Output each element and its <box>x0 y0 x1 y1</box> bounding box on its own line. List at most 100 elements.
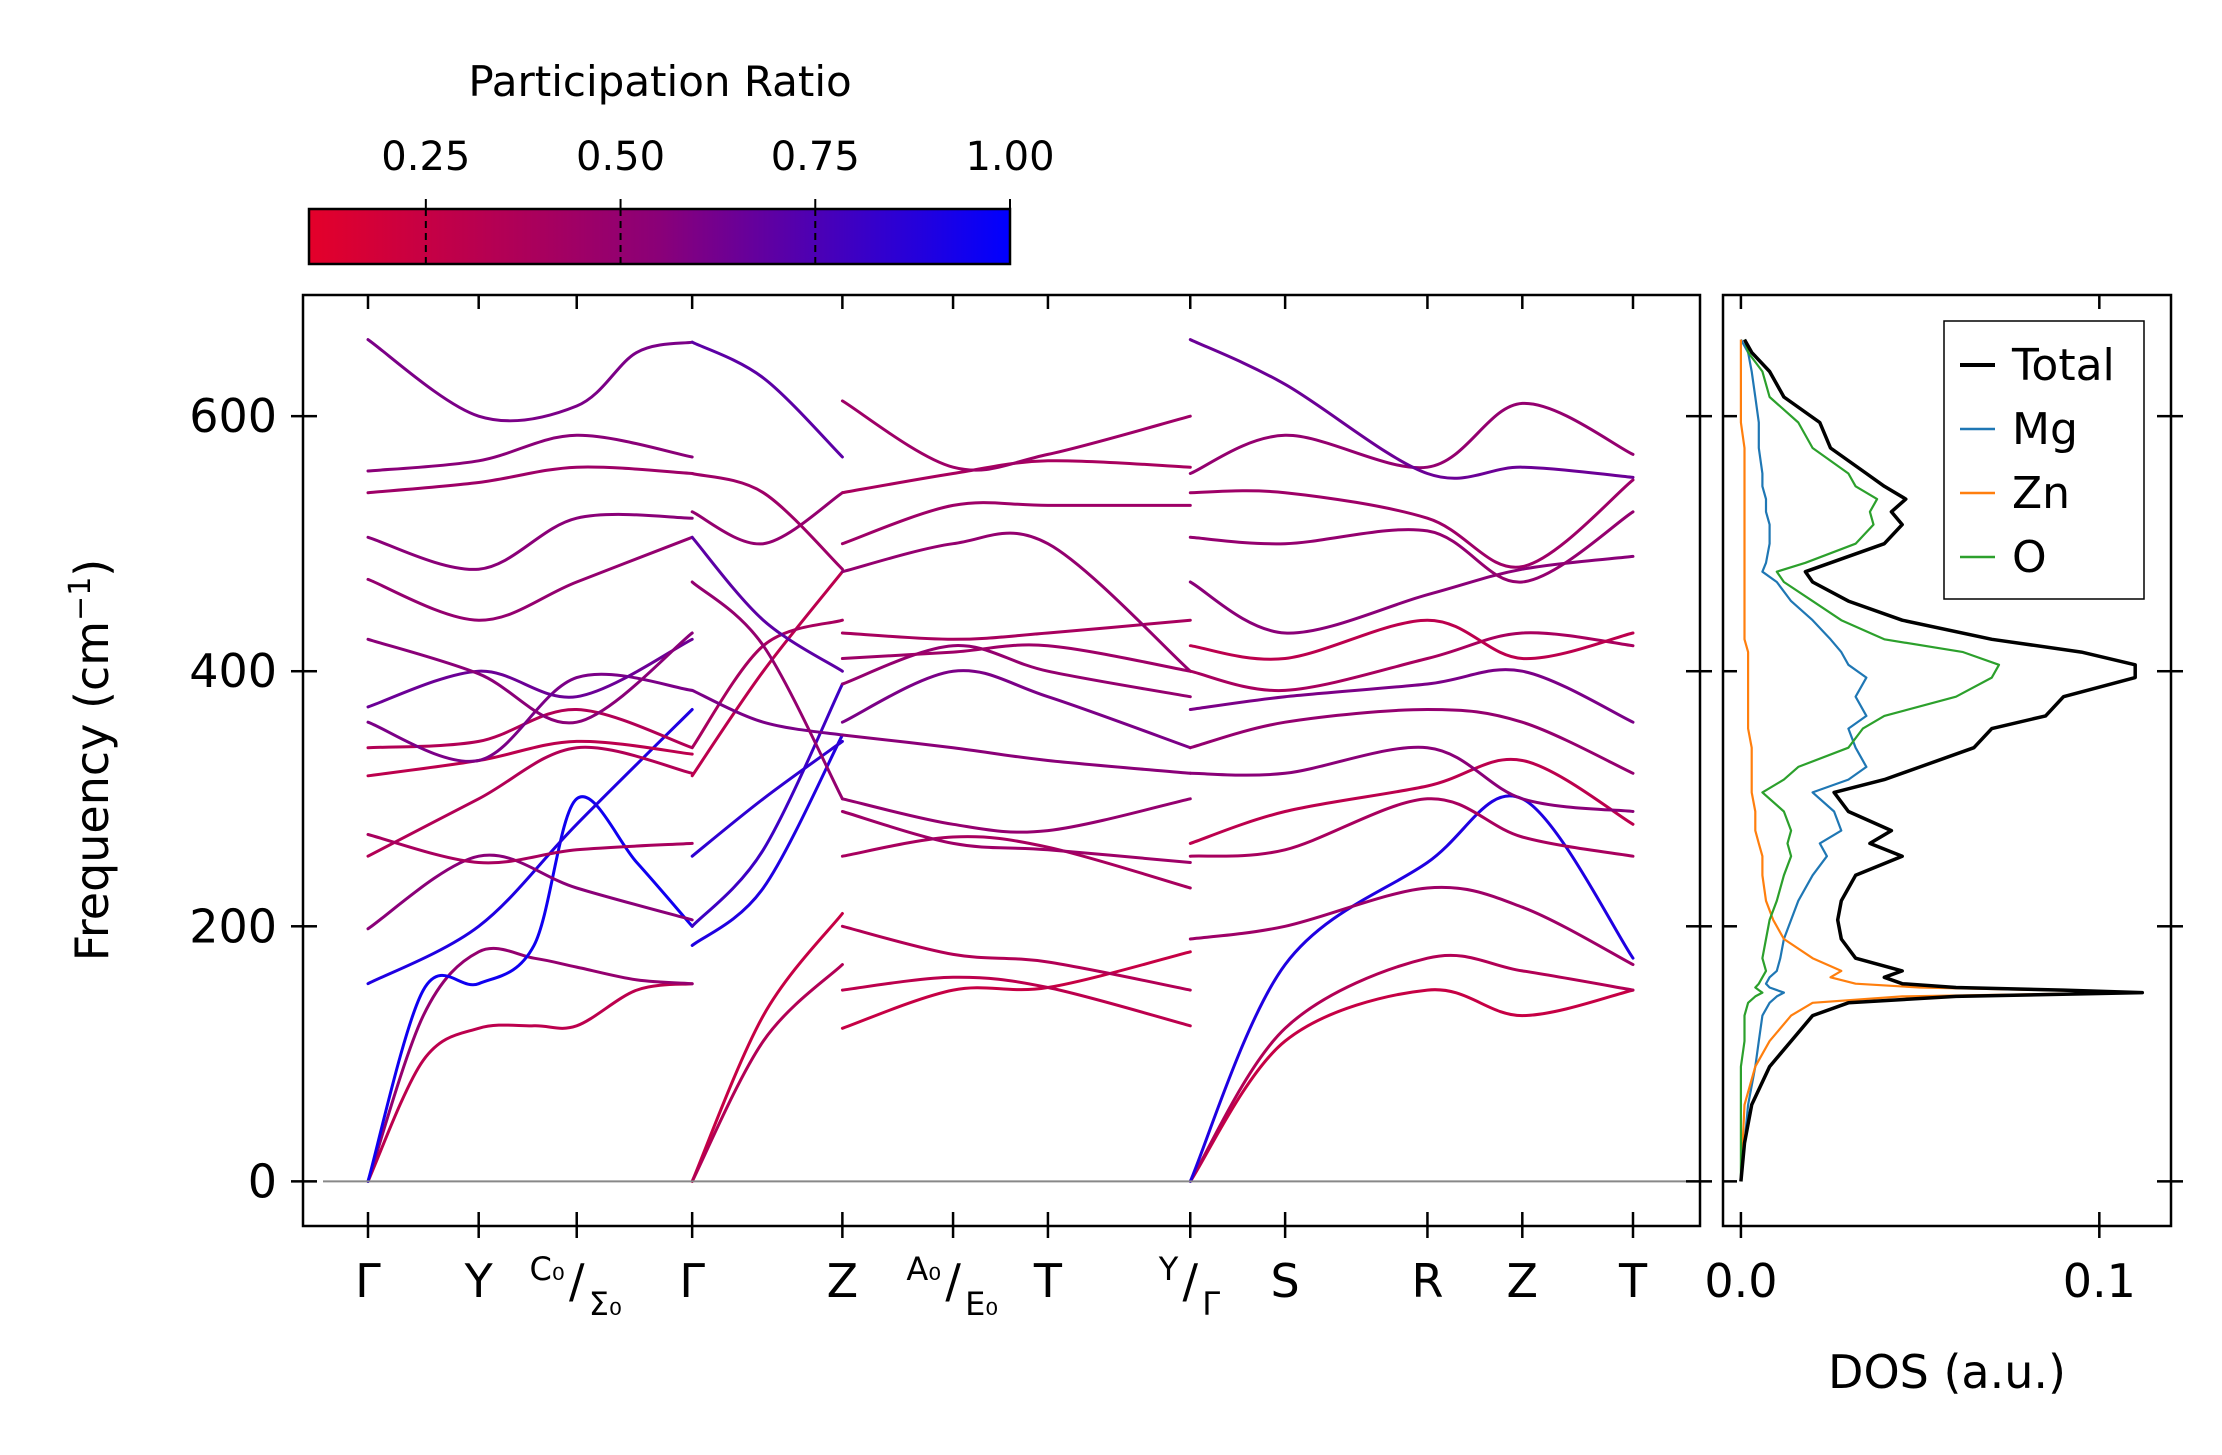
band-44 <box>840 399 1192 472</box>
band-59 <box>1188 401 1635 475</box>
band-33 <box>840 835 1192 890</box>
kpath-label: Z <box>827 1254 859 1308</box>
kpath-label-main: Y <box>464 1254 494 1308</box>
band-38 <box>840 644 1192 699</box>
legend-label-total: Total <box>2011 340 2115 391</box>
band-37 <box>840 669 1192 750</box>
band-10 <box>366 637 694 709</box>
dos-panel: 0.0 0.1 DOS (a.u.) Total Mg Zn O <box>1704 293 2183 1399</box>
colorbar-tick-label: 1.00 <box>965 134 1054 180</box>
kpath-label-sub: Γ <box>1202 1285 1220 1323</box>
band-21 <box>690 739 844 858</box>
kpath-label: T <box>1618 1254 1648 1308</box>
kpath-label: Γ <box>355 1254 381 1308</box>
band-0 <box>366 982 694 1183</box>
kpath-label-sup: Y <box>1158 1250 1179 1288</box>
band-5 <box>366 745 694 858</box>
band-29 <box>690 340 844 459</box>
dos-legend: Total Mg Zn O <box>1943 320 2145 600</box>
band-60 <box>1188 338 1635 480</box>
band-45 <box>1188 988 1635 1183</box>
kpath-label: A₀ / E₀ <box>906 1250 998 1323</box>
band-23 <box>690 618 844 750</box>
band-1 <box>366 946 694 1183</box>
colorbar-tick-label: 0.25 <box>381 134 470 180</box>
band-56 <box>1188 554 1635 635</box>
band-55 <box>1188 618 1635 661</box>
band-48 <box>1188 885 1635 967</box>
kpath-label-main: Γ <box>679 1254 705 1308</box>
band-57 <box>1188 510 1635 584</box>
band-ytick-label: 600 <box>189 389 277 443</box>
band-36 <box>840 733 1192 775</box>
band-43 <box>840 459 1192 495</box>
kpath-label: Γ <box>679 1254 705 1308</box>
kpath-label-sub: E₀ <box>965 1285 998 1323</box>
band-13 <box>366 512 694 571</box>
band-frame <box>301 293 1702 1228</box>
band-14 <box>366 465 694 495</box>
kpath-label-main: S <box>1271 1254 1300 1308</box>
colorbar-tick-label: 0.75 <box>771 134 860 180</box>
kpath-label: Z <box>1507 1254 1539 1308</box>
band-2 <box>366 795 694 1183</box>
legend-label-o: O <box>2012 532 2047 583</box>
band-15 <box>366 433 694 473</box>
band-34 <box>840 810 1192 864</box>
band-58 <box>1188 478 1635 569</box>
band-12 <box>366 535 694 622</box>
band-22 <box>690 570 844 778</box>
kpath-label-main: T <box>1033 1254 1063 1308</box>
band-50 <box>1188 757 1635 845</box>
colorbar: Participation Ratio 0.25 0.50 0.75 1.00 <box>307 57 1055 266</box>
dos-series-mg <box>1739 339 1868 1182</box>
dos-series-total <box>1739 338 2145 1182</box>
band-ytick-label: 400 <box>189 644 277 698</box>
dos-x-axis-label: DOS (a.u.) <box>1828 1345 2066 1399</box>
band-47 <box>1188 794 1635 1183</box>
band-49 <box>1188 797 1635 858</box>
band-6 <box>366 833 694 865</box>
kpath-label-sub: Σ₀ <box>589 1285 622 1323</box>
kpath-label-main: Γ <box>355 1254 381 1308</box>
band-30 <box>840 950 1192 1030</box>
band-17 <box>690 912 844 1183</box>
dos-xtick-label: 0.0 <box>1704 1254 1777 1308</box>
kpath-label: T <box>1033 1254 1063 1308</box>
band-16 <box>366 338 694 423</box>
band-20 <box>690 682 844 928</box>
kpath-label-sup: A₀ <box>906 1250 941 1288</box>
kpath-label: R <box>1411 1254 1443 1308</box>
band-24 <box>690 688 844 737</box>
band-51 <box>1188 745 1635 813</box>
band-ytick-label: 200 <box>189 899 277 953</box>
band-4 <box>366 853 694 931</box>
band-8 <box>366 707 694 750</box>
band-y-ticks: 0 200 400 600 <box>189 389 1712 1208</box>
kpath-label: S <box>1271 1254 1300 1308</box>
dos-xtick-label: 0.1 <box>2063 1254 2136 1308</box>
kpath-label-slash: / <box>945 1254 961 1308</box>
band-26 <box>690 535 844 673</box>
band-18 <box>690 963 844 1183</box>
y-axis-label: Frequency (cm−1) <box>63 559 119 962</box>
band-lines <box>366 338 1635 1183</box>
band-x-ticks: Γ Y C₀ / Σ₀ Γ Z A₀ / E₀ T Y / Γ S R Z T <box>355 295 1648 1323</box>
dos-frame <box>1721 293 2173 1228</box>
kpath-label-slash: / <box>569 1254 585 1308</box>
band-42 <box>840 501 1192 546</box>
band-11 <box>366 631 694 725</box>
kpath-label-slash: / <box>1183 1254 1199 1308</box>
band-7 <box>366 739 694 778</box>
y-axis-label-sup: −1 <box>63 577 98 621</box>
band-41 <box>840 531 1192 673</box>
band-31 <box>840 975 1192 1028</box>
dos-lines <box>1739 338 2145 1182</box>
band-52 <box>1188 707 1635 775</box>
band-28 <box>690 472 844 571</box>
band-25 <box>690 580 844 801</box>
band-35 <box>840 797 1192 834</box>
legend-label-zn: Zn <box>2012 468 2070 519</box>
